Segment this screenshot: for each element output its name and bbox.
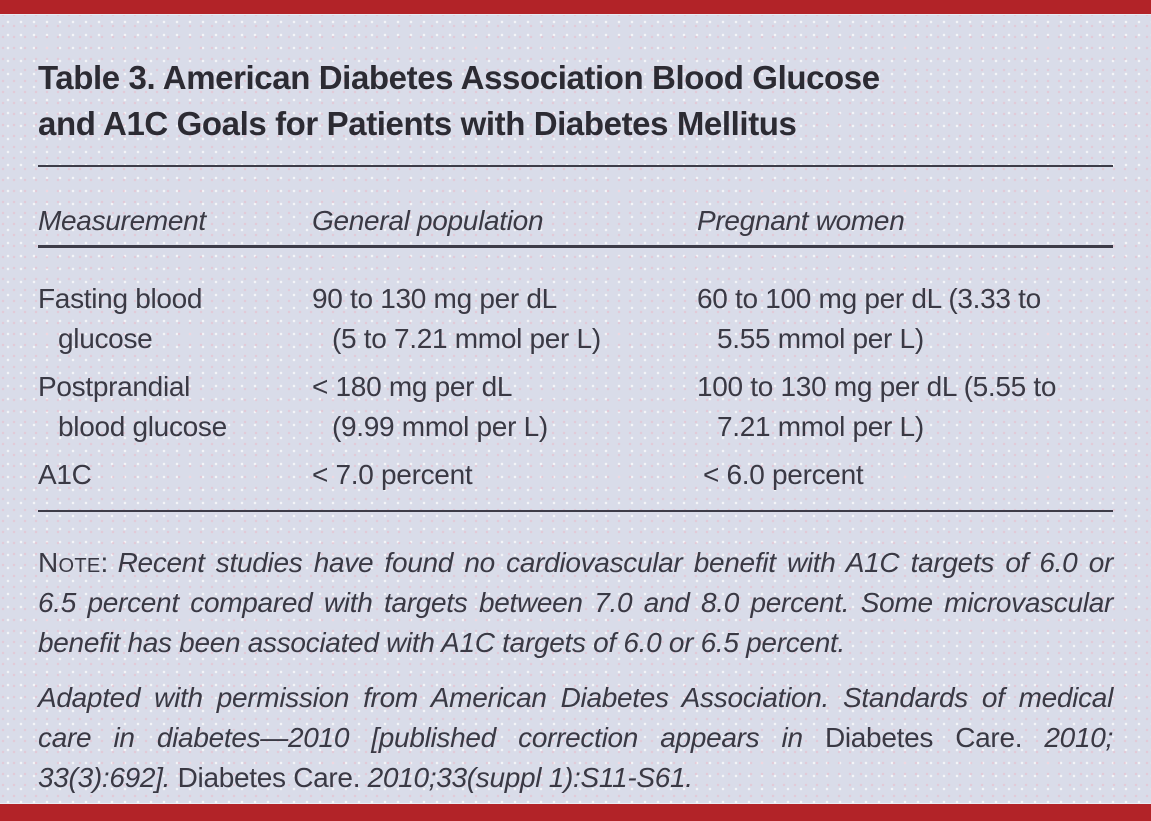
column-header-measurement: Measurement	[38, 205, 206, 236]
table-row-a1c: A1C < 7.0 percent < 6.0 percent	[38, 455, 1113, 495]
top-accent-bar	[0, 0, 1151, 15]
citation-journal-name-1: Diabetes Care.	[824, 722, 1045, 753]
citation-part-3: 2010;33(suppl 1):S11-S61.	[367, 762, 693, 793]
table-card: Table 3. American Diabetes Association B…	[0, 15, 1151, 803]
bottom-accent-bar	[0, 803, 1151, 821]
citation-part-2: 2010; 33(3):692].	[38, 722, 1113, 793]
cell-general-population: 90 to 130 mg per dL (5 to 7.21 mmol per …	[312, 283, 601, 354]
table-rule-top	[38, 165, 1113, 167]
table-header-row: Measurement General population Pregnant …	[38, 203, 1113, 239]
cell-measurement: Fasting blood glucose	[38, 283, 203, 354]
cell-measurement: Postprandial blood glucose	[38, 371, 227, 442]
column-header-general-population: General population	[312, 205, 544, 236]
table-row-fasting-blood-glucose: Fasting blood glucose 90 to 130 mg per d…	[38, 279, 1113, 359]
cell-measurement: A1C	[38, 459, 92, 490]
cell-general-population: < 180 mg per dL (9.99 mmol per L)	[312, 371, 548, 442]
cell-pregnant-women: < 6.0 percent	[703, 459, 864, 490]
note-paragraph: Note: Recent studies have found no cardio…	[38, 543, 1113, 663]
citation-journal-name-2: Diabetes Care.	[177, 762, 368, 793]
table-rule-header	[38, 245, 1113, 248]
note-label: Note:	[38, 547, 109, 578]
cell-pregnant-women: 60 to 100 mg per dL (3.33 to 5.55 mmol p…	[697, 283, 1041, 354]
table-rule-bottom	[38, 510, 1113, 512]
cell-pregnant-women: 100 to 130 mg per dL (5.55 to 7.21 mmol …	[697, 371, 1057, 442]
citation-paragraph: Adapted with permission from American Di…	[38, 678, 1113, 798]
citation-part-1: Adapted with permission from American Di…	[38, 682, 1113, 753]
table-body: Fasting blood glucose 90 to 130 mg per d…	[38, 279, 1113, 495]
table-title: Table 3. American Diabetes Association B…	[38, 59, 880, 142]
column-header-pregnant-women: Pregnant women	[697, 205, 905, 236]
table-row-postprandial-blood-glucose: Postprandial blood glucose < 180 mg per …	[38, 367, 1113, 447]
note-text: Recent studies have found no cardiovascu…	[38, 547, 1113, 658]
cell-general-population: < 7.0 percent	[312, 459, 473, 490]
